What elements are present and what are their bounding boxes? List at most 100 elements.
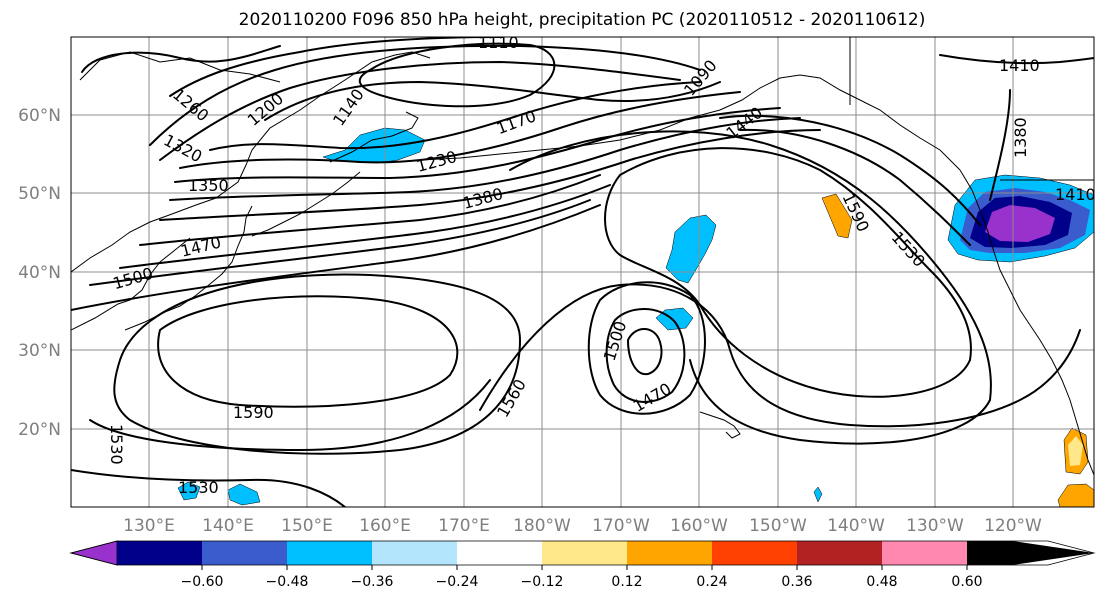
colorbar-segment xyxy=(457,541,542,565)
coastline-kamchatka xyxy=(329,111,419,163)
coastline-asia xyxy=(71,51,431,273)
precip-shading xyxy=(177,127,1094,507)
precip-area-wus-core xyxy=(985,205,1055,242)
contour-line xyxy=(71,204,601,311)
colorbar-segment xyxy=(372,541,457,565)
contour-line xyxy=(627,328,663,376)
contour-label-1410: 1410 xyxy=(999,56,1040,75)
lon-label-130e: 130°E xyxy=(123,516,175,536)
colorbar-segment xyxy=(287,541,372,565)
colorbar-tick-label: 0.48 xyxy=(866,574,897,590)
lon-label-180w: 180°W xyxy=(513,516,571,536)
contour-line xyxy=(604,147,972,398)
lon-label-170e: 170°E xyxy=(438,516,490,536)
lon-label-120w: 120°W xyxy=(984,516,1042,536)
lon-label-160e: 160°E xyxy=(359,516,411,536)
lon-label-160w: 160°W xyxy=(670,516,728,536)
lat-label-30n: 30°N xyxy=(18,341,61,361)
contour-line xyxy=(81,45,281,73)
contour-line xyxy=(587,281,706,415)
colorbar-segment xyxy=(882,541,967,565)
colorbar-tick-label: −0.48 xyxy=(266,574,309,590)
map-frame xyxy=(70,36,1095,508)
contour-line xyxy=(605,308,686,403)
contour-line xyxy=(149,44,701,146)
contour-label-1110: 1110 xyxy=(478,33,519,52)
lat-label-60n: 60°N xyxy=(18,106,61,126)
lat-label-40n: 40°N xyxy=(18,263,61,283)
contour-line xyxy=(89,199,591,286)
precip-area-positive-mexico-1b xyxy=(1068,436,1083,466)
colorbar-segment xyxy=(712,541,797,565)
contour-label-1530-c: 1530 xyxy=(107,424,126,465)
contour-line xyxy=(119,184,611,269)
colorbar-extend-high xyxy=(967,541,1094,565)
precip-area-positive-mexico-2 xyxy=(1057,483,1094,507)
precip-area-small-1 xyxy=(813,486,823,503)
colorbar-tick-label: −0.36 xyxy=(351,574,394,590)
lon-label-170w: 170°W xyxy=(592,516,650,536)
colorbar-segment xyxy=(202,541,287,565)
coastline-kuril-chain xyxy=(251,171,361,237)
latitude-labels: 60°N 50°N 40°N 30°N 20°N xyxy=(18,106,61,440)
contour-line xyxy=(169,37,501,97)
longitude-labels: 130°E 140°E 150°E 160°E 170°E 180°W 170°… xyxy=(123,516,1042,536)
colorbar-segment xyxy=(797,541,882,565)
contour-line xyxy=(159,129,821,221)
lon-label-140w: 140°W xyxy=(827,516,885,536)
contour-label-1410-b: 1410 xyxy=(1055,185,1096,204)
colorbar-segment xyxy=(627,541,712,565)
precip-area-positive-1590 xyxy=(821,193,853,239)
precip-area-central-pacific xyxy=(665,214,717,284)
contour-line xyxy=(719,114,981,226)
precip-area-sw-1 xyxy=(177,481,201,501)
contour-label-1530-d: 1530 xyxy=(178,478,219,497)
colorbar-tick-label: −0.60 xyxy=(181,574,224,590)
contour-line xyxy=(939,54,1094,65)
lat-label-50n: 50°N xyxy=(18,184,61,204)
contour-line xyxy=(264,81,721,121)
coastline-na-west xyxy=(959,169,1094,476)
contour-line xyxy=(157,295,459,408)
contour-line xyxy=(174,107,781,183)
colorbar-tick-label: 0.12 xyxy=(611,574,642,590)
contour-line xyxy=(179,91,741,169)
colorbar-segment xyxy=(542,541,627,565)
contour-line xyxy=(509,130,992,445)
colorbar-tick-label: −0.12 xyxy=(521,574,564,590)
colorbar-extend-low xyxy=(69,540,118,566)
coastline-korea-china xyxy=(71,237,191,331)
contour-line xyxy=(89,379,491,451)
colorbar-tick-label: 0.36 xyxy=(781,574,812,590)
height-contours xyxy=(71,37,1094,507)
coastline-alaska xyxy=(719,74,961,171)
colorbar-tick-label: 0.60 xyxy=(951,574,982,590)
contour-label-1530-b: 1530 xyxy=(1093,283,1105,324)
lon-label-130w: 130°W xyxy=(906,516,964,536)
contour-label-1590-b: 1590 xyxy=(233,403,274,422)
lon-label-150w: 150°W xyxy=(749,516,807,536)
contour-line xyxy=(71,469,346,507)
colorbar-tick-label: 0.24 xyxy=(696,574,727,590)
contour-line xyxy=(739,128,971,246)
contour-line xyxy=(989,89,1011,201)
contour-line xyxy=(159,61,681,161)
contour-line xyxy=(479,283,1081,428)
contour-line xyxy=(169,117,801,201)
map-title: 2020110200 F096 850 hPa height, precipit… xyxy=(239,10,926,30)
lon-label-140e: 140°E xyxy=(202,516,254,536)
map-panel: 1110 1410 1260 1200 1140 1090 1170 1440 … xyxy=(70,33,1105,508)
lat-label-20n: 20°N xyxy=(18,420,61,440)
contour-label-1350: 1350 xyxy=(188,176,229,195)
contour-label-1380-a: 1380 xyxy=(1011,117,1030,158)
border-us-canada xyxy=(849,37,1094,181)
coastline-hawaii xyxy=(699,411,741,439)
colorbar-segment xyxy=(117,541,202,565)
coastline-ne-asia xyxy=(79,51,281,83)
contour-line xyxy=(113,273,521,455)
precip-area-sw-2 xyxy=(227,483,261,506)
colorbar: −0.60 −0.48 −0.36 −0.24 −0.12 0.12 0.24 … xyxy=(69,540,1096,590)
lon-label-150e: 150°E xyxy=(281,516,333,536)
colorbar-tick-label: −0.24 xyxy=(436,574,479,590)
